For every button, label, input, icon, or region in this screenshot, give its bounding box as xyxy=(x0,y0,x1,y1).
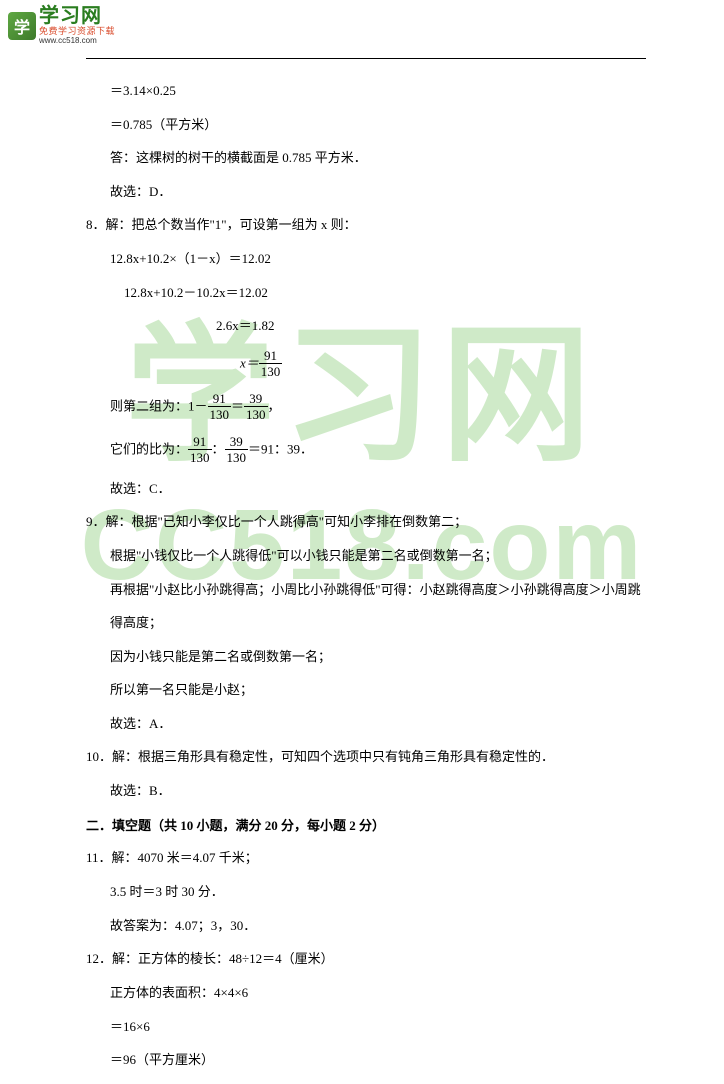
text-line: 故选：D． xyxy=(86,182,646,202)
text-line: ＝3.14×0.25 xyxy=(86,81,646,101)
text-line: x＝91130 xyxy=(86,350,646,379)
document-content: ＝3.14×0.25 ＝0.785（平方米） 答：这棵树的树干的横截面是 0.7… xyxy=(86,58,646,1084)
text-line: 再根据"小赵比小孙跳得高；小周比小孙跳得低"可得：小赵跳得高度＞小孙跳得高度＞小… xyxy=(86,580,646,600)
logo-url: www.cc518.com xyxy=(39,37,115,45)
text-line: 12.8x+10.2－10.2x＝12.02 xyxy=(86,283,646,303)
text-span: 它们的比为： xyxy=(110,441,188,456)
text-span: 则第二组为：1－ xyxy=(110,398,208,413)
header-rule xyxy=(86,58,646,59)
logo-text-block: 学习网 免费学习资源下载 www.cc518.com xyxy=(39,6,115,45)
fraction: 39130 xyxy=(225,435,249,464)
text-line: 所以第一名只能是小赵； xyxy=(86,680,646,700)
text-line: 故选：B． xyxy=(86,781,646,801)
fraction: 91130 xyxy=(188,435,212,464)
text-line: ＝0.785（平方米） xyxy=(86,115,646,135)
text-span: ， xyxy=(268,398,281,413)
question-9: 9．解：根据"已知小李仅比一个人跳得高"可知小李排在倒数第二； xyxy=(86,512,646,532)
question-11: 11．解：4070 米＝4.07 千米； xyxy=(86,848,646,868)
text-line: 2.6x＝1.82 xyxy=(86,316,646,336)
section-2-title: 二．填空题（共 10 小题，满分 20 分，每小题 2 分） xyxy=(86,815,646,834)
text-line: 得高度； xyxy=(86,613,646,633)
text-line: 故选：A． xyxy=(86,714,646,734)
text-line: 3.5 时＝3 时 30 分． xyxy=(86,882,646,902)
text-line: 12.8x+10.2×（1－x）＝12.02 xyxy=(86,249,646,269)
text-span: ： xyxy=(212,441,225,456)
var-x: x＝ xyxy=(240,355,259,370)
text-line: 故选：C． xyxy=(86,479,646,499)
text-line: 正方体的表面积：4×4×6 xyxy=(86,983,646,1003)
fraction: 39130 xyxy=(244,392,268,421)
logo-icon: 学 xyxy=(8,12,36,40)
text-line: 根据"小钱仅比一个人跳得低"可以小钱只能是第二名或倒数第一名； xyxy=(86,546,646,566)
logo-main-text: 学习网 xyxy=(39,6,115,26)
text-line: 因为小钱只能是第二名或倒数第一名； xyxy=(86,647,646,667)
text-line: ＝16×6 xyxy=(86,1017,646,1037)
site-logo: 学 学习网 免费学习资源下载 www.cc518.com xyxy=(8,6,115,45)
text-line: 则第二组为：1－91130＝39130， xyxy=(86,393,646,422)
question-12: 12．解：正方体的棱长：48÷12＝4（厘米） xyxy=(86,949,646,969)
text-span: ＝91：39． xyxy=(248,441,313,456)
question-10: 10．解：根据三角形具有稳定性，可知四个选项中只有钝角三角形具有稳定性的． xyxy=(86,747,646,767)
logo-subtitle: 免费学习资源下载 xyxy=(39,27,115,36)
fraction: 91130 xyxy=(259,349,283,378)
text-line: ＝96（平方厘米） xyxy=(86,1050,646,1070)
fraction: 91130 xyxy=(208,392,232,421)
text-span: ＝ xyxy=(231,398,244,413)
question-8: 8．解：把总个数当作"1"，可设第一组为 x 则： xyxy=(86,215,646,235)
text-line: 答：这棵树的树干的横截面是 0.785 平方米． xyxy=(86,148,646,168)
text-line: 故答案为：4.07；3，30． xyxy=(86,916,646,936)
text-line: 它们的比为：91130：39130＝91：39． xyxy=(86,436,646,465)
